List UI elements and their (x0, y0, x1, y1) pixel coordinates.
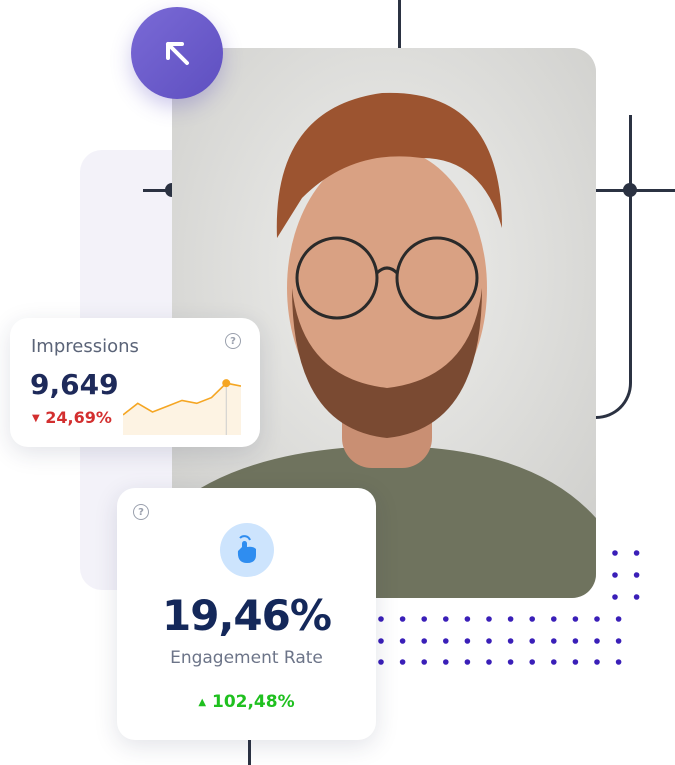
grid-dot (378, 638, 384, 644)
grid-dot (443, 638, 449, 644)
arrow-up-left-icon (166, 42, 189, 65)
impressions-delta-value: 24,69% (45, 408, 112, 427)
impressions-title: Impressions (31, 336, 139, 357)
engagement-label: Engagement Rate (170, 648, 323, 668)
grid-dot (572, 659, 579, 665)
grid-dot (594, 638, 600, 644)
grid-dot (594, 616, 600, 622)
grid-dot (464, 638, 471, 644)
grid-dot (507, 616, 514, 622)
grid-dot (594, 659, 600, 665)
grid-dot (612, 572, 618, 578)
grid-dot (633, 594, 640, 600)
connector-line-top (398, 0, 401, 48)
grid-dot (486, 616, 492, 622)
grid-dot (529, 616, 535, 622)
grid-dot (378, 659, 384, 665)
connector-line-bottom (248, 740, 251, 765)
grid-dot (486, 638, 492, 644)
grid-dot (551, 638, 557, 644)
engagement-card: ? 19,46% Engagement Rate ▲ 102,48% (117, 488, 376, 740)
grid-dot (633, 550, 640, 556)
hand-pointer-icon (220, 523, 274, 577)
grid-dot (399, 616, 406, 622)
grid-dot (612, 550, 618, 556)
grid-dot (507, 659, 514, 665)
arrow-up-left-button[interactable] (131, 7, 223, 99)
grid-dot (399, 638, 406, 644)
grid-dot (421, 638, 428, 644)
grid-dot (464, 616, 471, 622)
grid-dot (615, 616, 622, 622)
grid-dot (615, 638, 622, 644)
impressions-sparkline (123, 379, 241, 435)
grid-dot (507, 638, 514, 644)
grid-dot (486, 659, 492, 665)
grid-dot (378, 616, 384, 622)
grid-dot (399, 659, 406, 665)
grid-dot (421, 616, 428, 622)
connector-dot-right (623, 183, 637, 197)
caret-up-icon: ▲ (198, 697, 207, 708)
engagement-value: 19,46% (162, 591, 332, 640)
grid-dot (443, 616, 449, 622)
grid-dot (612, 594, 618, 600)
sparkline-area (123, 383, 241, 435)
question-circle-icon[interactable]: ? (133, 504, 149, 520)
grid-dot (633, 572, 640, 578)
sparkline-line (123, 382, 241, 416)
grid-dot (464, 659, 471, 665)
impressions-card: Impressions ? 9,649 ▼ 24,69% (10, 318, 260, 447)
grid-dot (551, 616, 557, 622)
grid-dot (529, 638, 535, 644)
caret-down-icon: ▼ (32, 413, 40, 424)
grid-dot (443, 659, 449, 665)
grid-dot (572, 616, 579, 622)
question-circle-icon[interactable]: ? (225, 333, 241, 349)
impressions-delta: ▼ 24,69% (32, 408, 112, 427)
engagement-delta: ▲ 102,48% (117, 692, 376, 712)
grid-dot (421, 659, 428, 665)
grid-dot (572, 638, 579, 644)
grid-dot (551, 659, 557, 665)
impressions-value: 9,649 (30, 368, 119, 401)
grid-dot (615, 659, 622, 665)
sparkline-peak-point (222, 379, 231, 388)
engagement-delta-value: 102,48% (211, 692, 295, 712)
grid-dot (529, 659, 535, 665)
connector-line-left (143, 189, 173, 192)
